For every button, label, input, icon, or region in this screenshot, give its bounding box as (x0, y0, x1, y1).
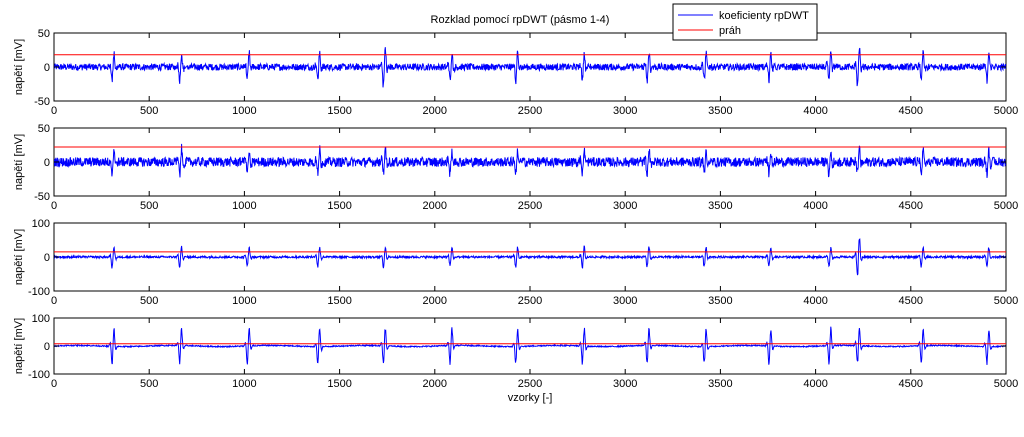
y-tick-label: 100 (32, 218, 50, 230)
x-tick-label: 4000 (803, 378, 827, 390)
y-tick-label: -100 (28, 286, 50, 298)
series-line-coefficients (54, 47, 1006, 88)
x-tick-label: 3500 (708, 105, 732, 117)
x-tick-label: 1500 (327, 378, 351, 390)
y-tick-label: 0 (44, 157, 50, 169)
x-tick-label: 3000 (613, 295, 637, 307)
x-tick-label: 2000 (423, 295, 447, 307)
x-tick-label: 3000 (613, 378, 637, 390)
x-tick-label: 4000 (803, 105, 827, 117)
x-tick-label: 500 (140, 200, 158, 212)
y-axis-label: napětí [mV] (13, 229, 25, 285)
x-tick-label: 2000 (423, 105, 447, 117)
series-line-coefficients (54, 238, 1006, 276)
y-tick-label: 0 (44, 341, 50, 353)
x-tick-label: 2500 (518, 105, 542, 117)
y-tick-label: -50 (34, 191, 50, 203)
x-tick-label: 2500 (518, 378, 542, 390)
x-tick-label: 3000 (613, 105, 637, 117)
x-tick-label: 4500 (899, 200, 923, 212)
legend: koeficienty rpDWT práh (672, 3, 818, 41)
legend-entry: koeficienty rpDWT (719, 10, 809, 22)
x-tick-label: 1500 (327, 200, 351, 212)
x-tick-label: 2500 (518, 200, 542, 212)
y-tick-label: -100 (28, 369, 50, 381)
x-tick-label: 4000 (803, 295, 827, 307)
x-tick-label: 1000 (232, 378, 256, 390)
x-tick-label: 1000 (232, 200, 256, 212)
x-tick-label: 1000 (232, 295, 256, 307)
x-tick-label: 5000 (994, 295, 1018, 307)
x-axis-label: vzorky [-] (508, 392, 553, 404)
chart-title: Rozklad pomocí rpDWT (pásmo 1-4) (431, 14, 610, 26)
y-axis-label: napětí [mV] (13, 134, 25, 190)
x-tick-label: 3500 (708, 378, 732, 390)
y-axis-label: napětí [mV] (13, 318, 25, 374)
x-tick-label: 3000 (613, 200, 637, 212)
x-tick-label: 3500 (708, 200, 732, 212)
x-tick-label: 2000 (423, 378, 447, 390)
x-tick-label: 4000 (803, 200, 827, 212)
x-tick-label: 4500 (899, 378, 923, 390)
x-tick-label: 5000 (994, 105, 1018, 117)
legend-box (672, 3, 818, 41)
y-tick-label: 50 (38, 28, 50, 40)
x-tick-label: 0 (51, 200, 57, 212)
x-tick-label: 1500 (327, 295, 351, 307)
y-axis-label: napětí [mV] (13, 39, 25, 95)
x-tick-label: 4500 (899, 105, 923, 117)
y-tick-label: 50 (38, 123, 50, 135)
x-tick-label: 500 (140, 105, 158, 117)
y-tick-label: -50 (34, 96, 50, 108)
x-tick-label: 1500 (327, 105, 351, 117)
x-tick-label: 2000 (423, 200, 447, 212)
x-tick-label: 2500 (518, 295, 542, 307)
series-line-coefficients (54, 326, 1006, 365)
x-tick-label: 3500 (708, 295, 732, 307)
x-tick-label: 4500 (899, 295, 923, 307)
x-tick-label: 0 (51, 378, 57, 390)
x-tick-label: 0 (51, 105, 57, 117)
x-tick-label: 5000 (994, 200, 1018, 212)
y-tick-label: 0 (44, 252, 50, 264)
series-line-coefficients (54, 143, 1006, 178)
x-tick-label: 5000 (994, 378, 1018, 390)
x-tick-label: 0 (51, 295, 57, 307)
legend-entry: práh (719, 25, 741, 37)
y-tick-label: 100 (32, 313, 50, 325)
x-tick-label: 500 (140, 295, 158, 307)
x-tick-label: 500 (140, 378, 158, 390)
x-tick-label: 1000 (232, 105, 256, 117)
y-tick-label: 0 (44, 62, 50, 74)
